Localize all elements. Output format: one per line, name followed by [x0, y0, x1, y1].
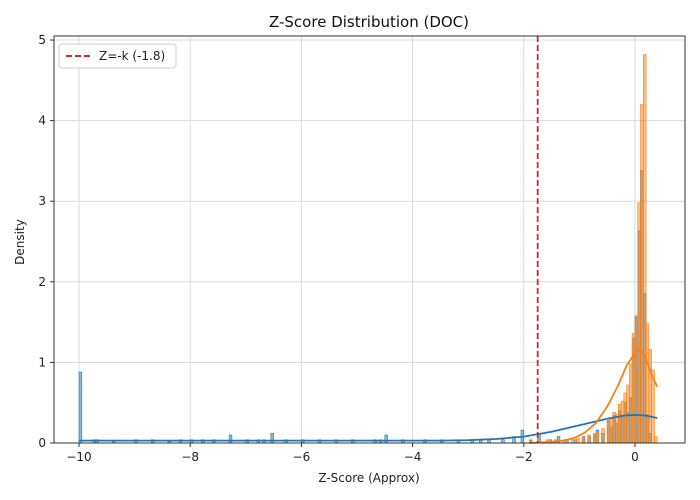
x-axis-label: Z-Score (Approx) [318, 471, 419, 485]
legend-label: Z=-k (-1.8) [99, 49, 165, 63]
y-tick-label: 0 [38, 436, 46, 450]
x-tick-label: −8 [181, 450, 199, 464]
y-axis-label: Density [13, 219, 27, 265]
kde-line-series-a [79, 413, 658, 442]
x-tick-label: −2 [515, 450, 533, 464]
bar-series-b [617, 404, 622, 444]
y-axis-ticks: 0 1 2 3 4 5 [38, 33, 54, 450]
bar-series-a [384, 434, 388, 444]
x-tick-label: −6 [293, 450, 311, 464]
bar-series-b [645, 323, 650, 444]
chart-title: Z-Score Distribution (DOC) [269, 13, 469, 31]
y-tick-label: 5 [38, 33, 46, 47]
legend: Z=-k (-1.8) [58, 43, 177, 69]
x-tick-label: 0 [631, 450, 639, 464]
y-tick-label: 4 [38, 114, 46, 128]
y-tick-label: 1 [38, 355, 46, 369]
bar-series-b [654, 436, 658, 444]
bar-series-b [623, 392, 627, 444]
bar-series-b [576, 437, 580, 444]
bar-series-b [629, 363, 633, 444]
bar-series-b [606, 420, 611, 444]
bar-series-b [626, 384, 630, 444]
bar-series-b [637, 202, 641, 444]
series-a-bars [78, 170, 652, 444]
bar-series-b [587, 434, 591, 444]
bar-series-b [581, 437, 586, 444]
series-b-bars [529, 54, 658, 444]
bar-series-a [270, 433, 274, 444]
legend-box [58, 43, 177, 69]
plot-frame [53, 35, 686, 444]
bar-series-b [643, 54, 647, 444]
y-tick-label: 3 [38, 194, 46, 208]
kde-line-series-b [529, 348, 659, 444]
x-tick-label: −4 [404, 450, 422, 464]
bar-series-b [640, 104, 644, 444]
bar-series-b [592, 433, 597, 444]
bar-series-a [228, 434, 233, 444]
bar-series-b [631, 333, 636, 444]
y-tick-label: 2 [38, 275, 46, 289]
bar-series-a [78, 371, 83, 444]
bar-series-b [609, 418, 614, 444]
x-tick-label: −10 [66, 450, 91, 464]
bar-series-b [615, 413, 619, 444]
bar-series-b [634, 315, 639, 444]
kde-curves [79, 348, 659, 444]
bar-series-b [595, 431, 600, 444]
bar-series-a [556, 436, 561, 444]
bar-series-b [601, 428, 605, 444]
bar-series-b [648, 349, 652, 444]
grid [54, 36, 685, 444]
bar-series-b [620, 400, 625, 444]
x-axis-ticks: −10 −8 −6 −4 −2 0 [66, 443, 639, 464]
